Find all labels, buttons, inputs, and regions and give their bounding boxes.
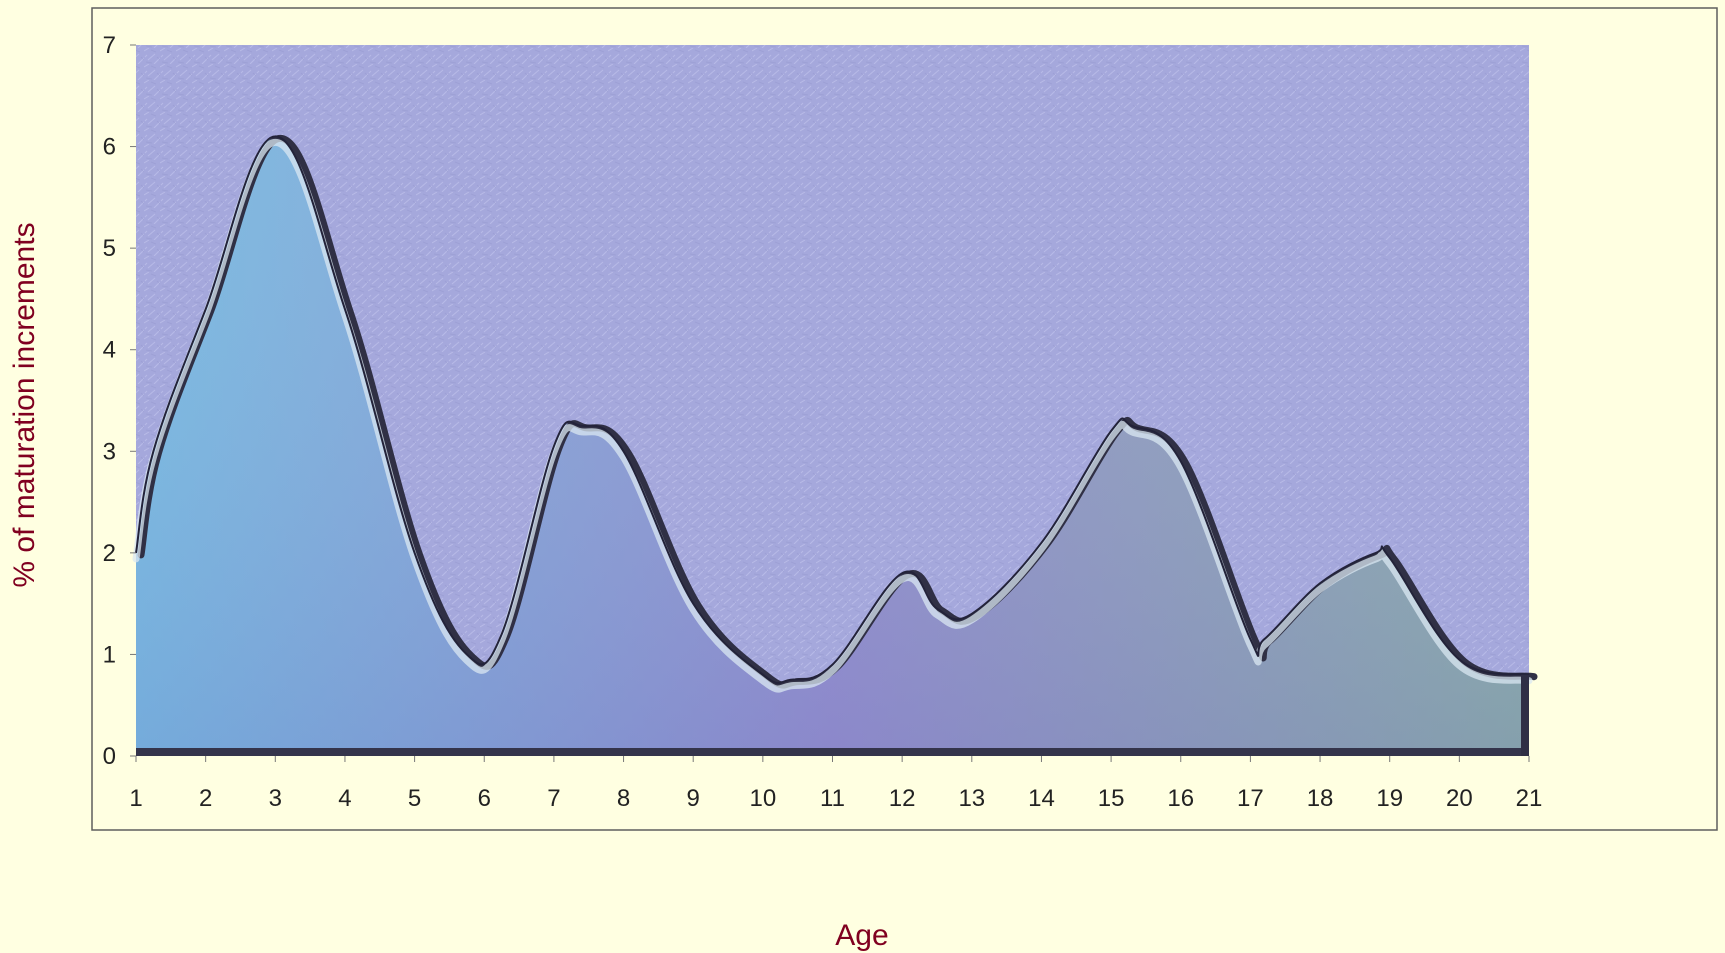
x-tick-label: 20 <box>1446 785 1473 812</box>
y-tick-label: 7 <box>103 32 116 59</box>
y-tick-label: 4 <box>103 337 116 364</box>
y-axis-ticks: 0 1 2 3 4 5 6 7 <box>103 32 136 770</box>
x-tick-label: 6 <box>478 785 491 812</box>
x-tick-label: 19 <box>1376 785 1403 812</box>
x-tick-label: 10 <box>749 785 776 812</box>
y-tick-label: 5 <box>103 235 116 262</box>
x-tick-label: 13 <box>958 785 985 812</box>
area-right-edge <box>1521 674 1529 756</box>
y-tick-label: 3 <box>103 438 116 465</box>
area-shading <box>136 136 1529 756</box>
area-edge-highlight <box>132 138 1533 693</box>
x-tick-label: 16 <box>1167 785 1194 812</box>
x-tick-label: 2 <box>199 785 212 812</box>
area-base-edge <box>136 748 1529 756</box>
x-tick-label: 5 <box>408 785 421 812</box>
x-tick-label: 11 <box>820 785 845 812</box>
y-axis-title: % of maturation increments <box>8 222 41 587</box>
x-tick-label: 4 <box>338 785 351 812</box>
y-tick-label: 1 <box>103 641 116 668</box>
x-tick-label: 18 <box>1307 785 1334 812</box>
x-tick-label: 12 <box>889 785 916 812</box>
y-tick-label: 6 <box>103 134 116 161</box>
x-tick-label: 21 <box>1516 785 1543 812</box>
x-tick-label: 8 <box>617 785 630 812</box>
y-tick-label: 2 <box>103 540 116 567</box>
x-tick-label: 3 <box>269 785 282 812</box>
y-tick-label: 0 <box>103 743 116 770</box>
x-tick-label: 1 <box>129 785 142 812</box>
x-tick-label: 17 <box>1237 785 1264 812</box>
plot-area: 1 2 3 4 5 6 7 8 9 10 11 12 13 14 15 16 17 18 19 20 21 012345… <box>103 32 1543 812</box>
x-tick-label: 7 <box>547 785 560 812</box>
area-series <box>132 134 1538 756</box>
x-axis-title: Age <box>835 919 888 952</box>
x-tick-label: 14 <box>1028 785 1055 812</box>
x-tick-label: 15 <box>1098 785 1125 812</box>
x-axis-ticks: 1 2 3 4 5 6 7 8 9 10 11 12 13 14 15 16 17 18 19 20 21 <box>129 756 1542 812</box>
area-outline <box>135 135 1530 685</box>
x-tick-label: 9 <box>687 785 700 812</box>
